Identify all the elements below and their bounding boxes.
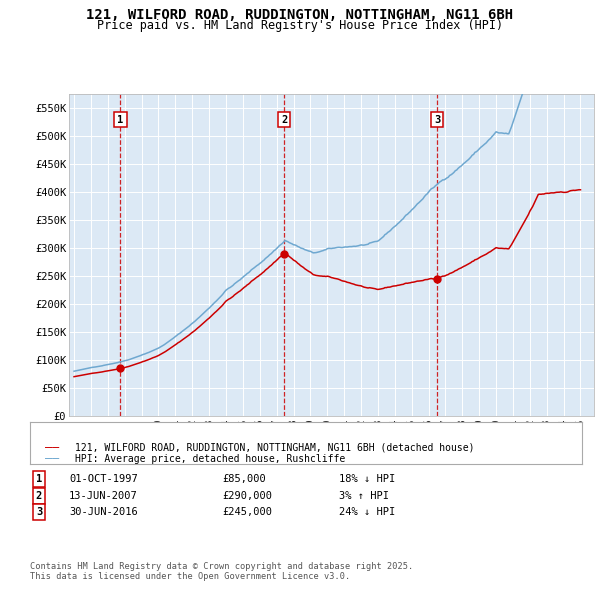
Text: Price paid vs. HM Land Registry's House Price Index (HPI): Price paid vs. HM Land Registry's House … xyxy=(97,19,503,32)
Text: 3% ↑ HPI: 3% ↑ HPI xyxy=(339,491,389,500)
Text: 3: 3 xyxy=(434,114,440,124)
Text: HPI: Average price, detached house, Rushcliffe: HPI: Average price, detached house, Rush… xyxy=(75,454,345,464)
Text: 18% ↓ HPI: 18% ↓ HPI xyxy=(339,474,395,484)
Text: ——: —— xyxy=(45,441,59,454)
Text: Contains HM Land Registry data © Crown copyright and database right 2025.
This d: Contains HM Land Registry data © Crown c… xyxy=(30,562,413,581)
Text: 2: 2 xyxy=(36,491,42,500)
Text: 13-JUN-2007: 13-JUN-2007 xyxy=(69,491,138,500)
Text: 121, WILFORD ROAD, RUDDINGTON, NOTTINGHAM, NG11 6BH: 121, WILFORD ROAD, RUDDINGTON, NOTTINGHA… xyxy=(86,8,514,22)
Text: 30-JUN-2016: 30-JUN-2016 xyxy=(69,507,138,517)
Text: 1: 1 xyxy=(118,114,124,124)
Text: 1: 1 xyxy=(36,474,42,484)
Text: 121, WILFORD ROAD, RUDDINGTON, NOTTINGHAM, NG11 6BH (detached house): 121, WILFORD ROAD, RUDDINGTON, NOTTINGHA… xyxy=(75,443,475,453)
Text: 3: 3 xyxy=(36,507,42,517)
Text: 24% ↓ HPI: 24% ↓ HPI xyxy=(339,507,395,517)
Text: £85,000: £85,000 xyxy=(222,474,266,484)
Text: 2: 2 xyxy=(281,114,287,124)
Text: £290,000: £290,000 xyxy=(222,491,272,500)
Text: £245,000: £245,000 xyxy=(222,507,272,517)
Text: 01-OCT-1997: 01-OCT-1997 xyxy=(69,474,138,484)
Text: ——: —— xyxy=(45,453,59,466)
